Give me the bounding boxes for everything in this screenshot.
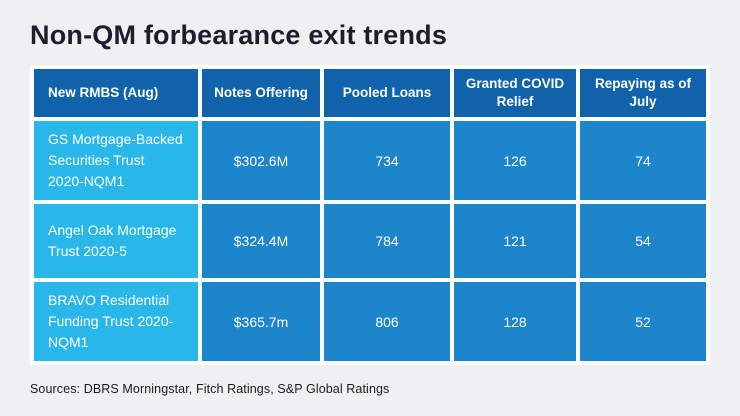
column-header-new-rmbs: New RMBS (Aug) — [34, 69, 198, 117]
column-header-notes-offering: Notes Offering — [202, 69, 320, 117]
cell-pooled-loans: 806 — [324, 282, 450, 361]
cell-repaying-as-of-july: 52 — [580, 282, 706, 361]
table-row: Angel Oak Mortgage Trust 2020-5 $324.4M … — [34, 204, 706, 278]
table-row: GS Mortgage-Backed Securities Trust 2020… — [34, 121, 706, 200]
cell-pooled-loans: 734 — [324, 121, 450, 200]
cell-granted-covid-relief: 121 — [454, 204, 576, 278]
row-label-gs-mortgage: GS Mortgage-Backed Securities Trust 2020… — [34, 121, 198, 200]
row-label-bravo-residential: BRAVO Residential Funding Trust 2020-NQM… — [34, 282, 198, 361]
cell-notes-offering: $365.7m — [202, 282, 320, 361]
column-header-granted-covid-relief: Granted COVID Relief — [454, 69, 576, 117]
table-header-row: New RMBS (Aug) Notes Offering Pooled Loa… — [34, 69, 706, 117]
cell-pooled-loans: 784 — [324, 204, 450, 278]
cell-notes-offering: $324.4M — [202, 204, 320, 278]
column-header-repaying-as-of-july: Repaying as of July — [580, 69, 706, 117]
page-title: Non-QM forbearance exit trends — [30, 20, 448, 50]
cell-repaying-as-of-july: 54 — [580, 204, 706, 278]
cell-notes-offering: $302.6M — [202, 121, 320, 200]
cell-granted-covid-relief: 128 — [454, 282, 576, 361]
table-row: BRAVO Residential Funding Trust 2020-NQM… — [34, 282, 706, 361]
cell-repaying-as-of-july: 74 — [580, 121, 706, 200]
cell-granted-covid-relief: 126 — [454, 121, 576, 200]
column-header-pooled-loans: Pooled Loans — [324, 69, 450, 117]
source-note: Sources: DBRS Morningstar, Fitch Ratings… — [30, 382, 390, 396]
row-label-angel-oak: Angel Oak Mortgage Trust 2020-5 — [34, 204, 198, 278]
forbearance-exit-table: New RMBS (Aug) Notes Offering Pooled Loa… — [30, 65, 710, 365]
infographic-canvas: Non-QM forbearance exit trends New RMBS … — [30, 20, 710, 396]
